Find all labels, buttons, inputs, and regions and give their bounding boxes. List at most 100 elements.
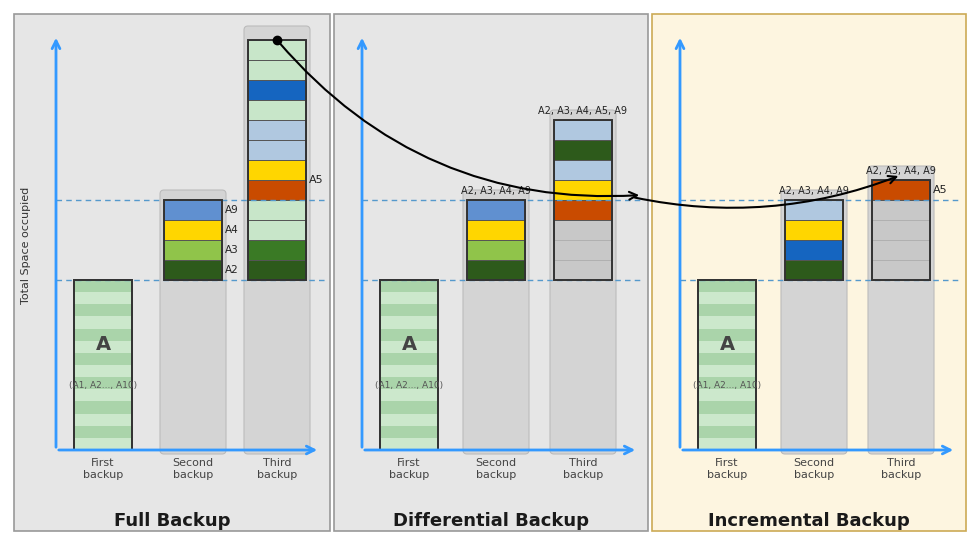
Bar [554,200,611,220]
Bar [247,200,306,220]
Bar [379,353,437,365]
Bar [697,365,755,377]
Text: Second
backup: Second backup [792,458,833,480]
Bar [651,14,965,531]
Bar [164,200,222,280]
Bar [697,329,755,341]
Text: Third
backup: Third backup [880,458,920,480]
Bar [697,292,755,304]
Text: A5: A5 [932,185,947,195]
Bar [74,280,132,450]
Bar [554,140,611,160]
Bar [697,389,755,402]
Bar [467,220,524,240]
Bar [74,280,132,450]
Bar [697,280,755,292]
Bar [379,329,437,341]
Bar [74,292,132,304]
Bar [74,389,132,402]
Text: A4: A4 [225,225,239,235]
Text: Third
backup: Third backup [256,458,296,480]
FancyBboxPatch shape [463,190,528,454]
Bar [74,377,132,389]
Text: A: A [401,335,416,354]
Bar [74,304,132,317]
Bar [784,200,842,280]
Bar [379,414,437,426]
Bar [697,402,755,414]
Text: Second
backup: Second backup [172,458,213,480]
Bar [379,365,437,377]
Bar [379,402,437,414]
Bar [871,200,929,220]
Bar [74,317,132,329]
Bar [74,329,132,341]
Bar [554,120,611,280]
Bar [247,240,306,260]
Text: A9: A9 [225,205,239,215]
Bar [379,317,437,329]
Bar [247,60,306,80]
Bar [554,220,611,240]
Bar [164,220,222,240]
Bar [247,40,306,60]
Bar [784,220,842,240]
Bar [74,353,132,365]
Bar [467,200,524,220]
FancyBboxPatch shape [780,190,846,454]
Bar [379,280,437,292]
Text: (A1, A2..., A10): (A1, A2..., A10) [692,381,760,390]
Bar [164,260,222,280]
Bar [379,292,437,304]
Bar [871,220,929,240]
Text: Second
backup: Second backup [475,458,516,480]
Bar [247,80,306,100]
Bar [697,426,755,438]
Text: (A1, A2..., A10): (A1, A2..., A10) [375,381,443,390]
Bar [74,280,132,292]
Bar [871,240,929,260]
Bar [554,120,611,140]
Bar [379,389,437,402]
Text: A: A [719,335,734,354]
Bar [247,160,306,180]
Text: First
backup: First backup [83,458,123,480]
Bar [784,200,842,220]
Text: Differential Backup: Differential Backup [392,512,589,530]
FancyBboxPatch shape [867,166,933,454]
Bar [697,280,755,450]
Text: First
backup: First backup [388,458,428,480]
Text: First
backup: First backup [706,458,746,480]
Text: A2, A3, A4, A9: A2, A3, A4, A9 [866,166,935,176]
Bar [247,220,306,240]
Bar [697,304,755,317]
Bar [871,260,929,280]
Bar [554,260,611,280]
Text: Full Backup: Full Backup [113,512,230,530]
Bar [871,180,929,280]
Text: A3: A3 [225,245,239,255]
Text: Third
backup: Third backup [562,458,602,480]
Bar [164,200,222,220]
Text: A2, A3, A4, A5, A9: A2, A3, A4, A5, A9 [538,106,627,116]
Bar [333,14,647,531]
Bar [697,353,755,365]
Bar [784,260,842,280]
Bar [379,341,437,353]
Bar [14,14,330,531]
FancyBboxPatch shape [159,190,226,454]
Bar [697,438,755,450]
Bar [247,180,306,200]
Text: Total Space occupied: Total Space occupied [21,186,31,304]
Bar [74,426,132,438]
Bar [554,180,611,200]
Bar [247,100,306,120]
Text: A2, A3, A4, A9: A2, A3, A4, A9 [778,186,848,196]
Bar [379,280,437,450]
Bar [74,414,132,426]
Bar [697,280,755,450]
Bar [697,317,755,329]
Text: A2: A2 [225,265,239,275]
Text: A2, A3, A4, A9: A2, A3, A4, A9 [461,186,530,196]
Bar [247,120,306,140]
